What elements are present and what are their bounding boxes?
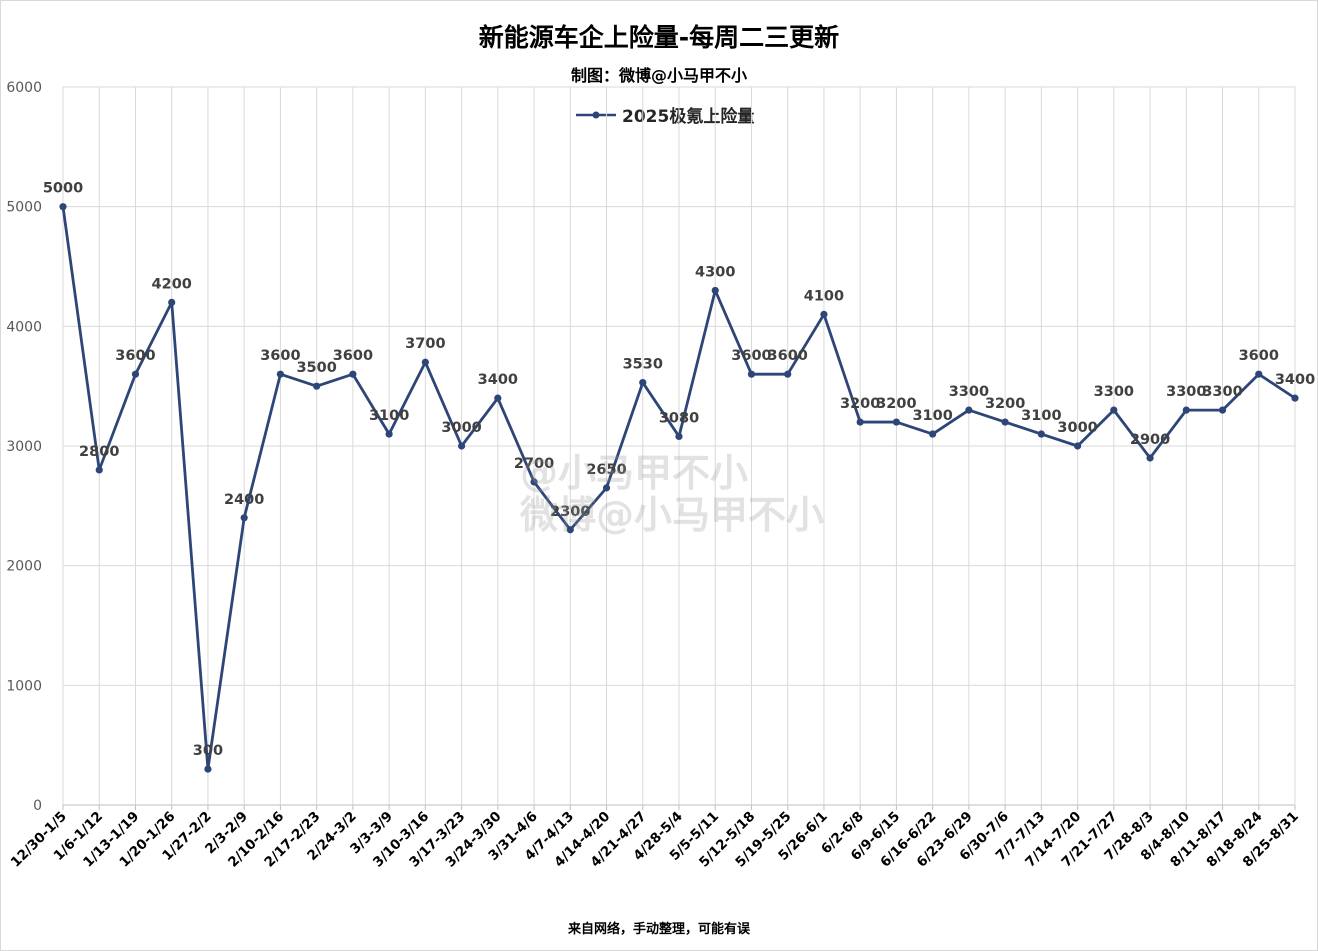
data-point — [1110, 406, 1118, 414]
data-label: 3000 — [441, 420, 481, 436]
data-label: 3300 — [1166, 384, 1206, 400]
data-label: 2900 — [1130, 432, 1170, 448]
data-point — [965, 406, 973, 414]
data-label: 3080 — [659, 410, 699, 426]
data-point — [59, 203, 67, 211]
data-point — [1182, 406, 1190, 414]
data-point — [856, 418, 864, 426]
y-tick-label: 3000 — [6, 439, 42, 455]
data-point — [240, 514, 248, 522]
data-label: 3400 — [478, 372, 518, 388]
data-label: 3000 — [1057, 420, 1097, 436]
data-point — [711, 286, 719, 295]
data-point — [675, 432, 683, 441]
legend-label: 2025极氪上险量 — [622, 107, 755, 127]
data-label: 3200 — [840, 396, 880, 412]
y-tick-label: 0 — [33, 798, 42, 814]
data-point — [276, 370, 285, 378]
data-label: 3100 — [1021, 408, 1061, 424]
data-label: 2300 — [550, 504, 590, 520]
data-point — [1073, 442, 1082, 450]
data-label: 3400 — [1275, 372, 1315, 388]
data-point — [349, 370, 357, 378]
data-label: 3600 — [768, 348, 808, 364]
data-label: 3200 — [876, 396, 916, 412]
y-tick-label: 1000 — [6, 678, 42, 694]
chart-subtitle: 制图：微博@小马甲不小 — [570, 66, 747, 85]
data-label: 3600 — [115, 348, 155, 364]
data-point — [892, 418, 901, 426]
data-label: 5000 — [43, 181, 83, 197]
data-label: 3200 — [985, 396, 1025, 412]
data-point — [313, 382, 321, 390]
data-label: 4200 — [152, 276, 192, 292]
data-point — [421, 358, 429, 366]
y-tick-label: 4000 — [6, 319, 42, 335]
data-point — [530, 478, 538, 486]
data-point — [929, 430, 937, 438]
data-point — [204, 765, 212, 773]
data-label: 3500 — [296, 360, 336, 376]
data-label: 300 — [193, 743, 223, 759]
y-tick-label: 2000 — [6, 559, 42, 575]
data-point — [1218, 406, 1227, 414]
chart-title: 新能源车企上险量-每周二三更新 — [478, 23, 840, 52]
data-point — [1001, 418, 1009, 426]
data-label: 4100 — [804, 288, 844, 304]
data-label: 3600 — [731, 348, 771, 364]
data-point — [747, 370, 756, 378]
data-point — [168, 298, 176, 306]
y-tick-label: 5000 — [6, 200, 42, 216]
watermark-line-2: 微博@小马甲不小 — [520, 493, 825, 537]
data-label: 2700 — [514, 456, 554, 472]
data-point — [385, 430, 393, 438]
legend: 2025极氪上险量 — [576, 102, 754, 127]
data-label: 3530 — [623, 357, 663, 373]
data-label: 3300 — [1202, 384, 1242, 400]
data-point — [566, 526, 574, 534]
data-label: 3100 — [369, 408, 409, 424]
y-tick-label: 6000 — [6, 80, 42, 96]
data-point — [131, 370, 140, 378]
chart-footer: 来自网络，手动整理，可能有误 — [567, 922, 750, 937]
data-label: 4300 — [695, 264, 735, 280]
data-label: 3300 — [949, 384, 989, 400]
legend-line-marker-icon — [576, 111, 616, 118]
data-label: 3700 — [405, 336, 445, 352]
watermark-line-1: @小马甲不小 — [520, 451, 749, 495]
data-point — [639, 378, 647, 387]
data-point — [602, 484, 611, 492]
data-point — [1291, 394, 1299, 402]
data-label: 3600 — [1239, 348, 1279, 364]
data-label: 3600 — [333, 348, 373, 364]
data-label: 3600 — [260, 348, 300, 364]
data-label: 2400 — [224, 492, 264, 508]
data-point — [1255, 370, 1263, 378]
data-point — [820, 310, 828, 318]
data-point — [1037, 430, 1045, 438]
data-point — [784, 370, 792, 378]
data-label: 3100 — [912, 408, 952, 424]
data-label: 2800 — [79, 444, 119, 460]
data-label: 3300 — [1094, 384, 1134, 400]
data-point — [1146, 454, 1154, 462]
data-point — [494, 394, 502, 402]
data-label: 2650 — [586, 462, 626, 478]
data-point — [457, 442, 466, 450]
watermark: @小马甲不小 微博@小马甲不小 — [520, 452, 824, 536]
data-point — [95, 466, 103, 474]
